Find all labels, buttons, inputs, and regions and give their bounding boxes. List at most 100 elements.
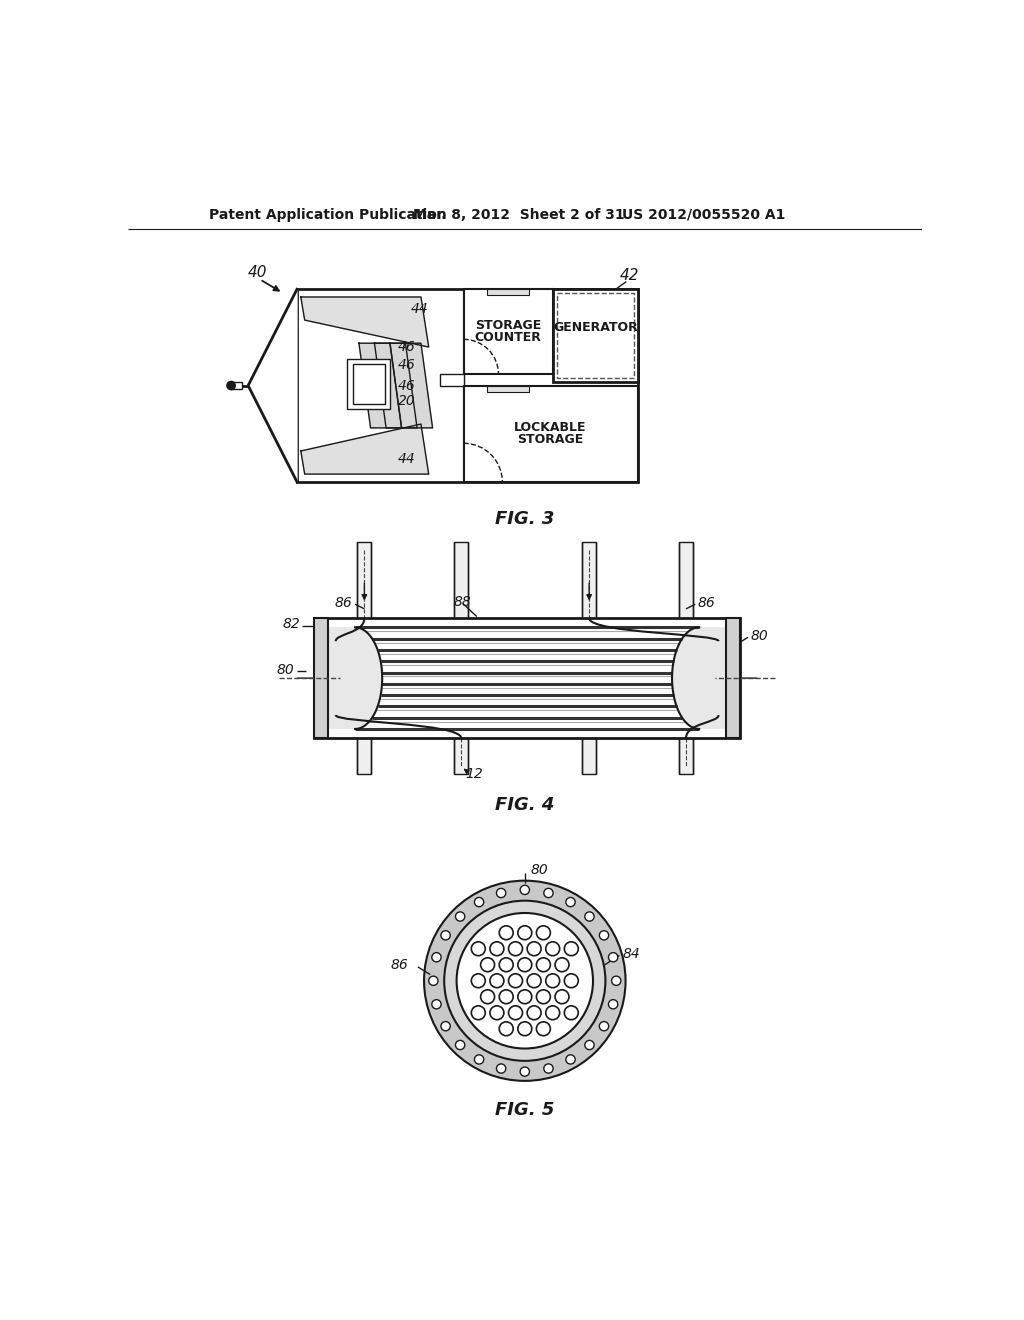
Text: 46: 46 <box>397 379 416 392</box>
Circle shape <box>474 1055 483 1064</box>
Bar <box>352 364 385 404</box>
Bar <box>464 385 638 482</box>
Circle shape <box>544 888 553 898</box>
Circle shape <box>424 880 626 1081</box>
Bar <box>297 289 638 482</box>
Circle shape <box>585 1040 594 1049</box>
Circle shape <box>537 1022 550 1036</box>
Text: 46: 46 <box>397 341 416 354</box>
Circle shape <box>509 1006 522 1019</box>
Circle shape <box>509 942 522 956</box>
Polygon shape <box>359 343 401 428</box>
Circle shape <box>500 990 513 1003</box>
Circle shape <box>489 974 504 987</box>
Bar <box>440 374 464 385</box>
Circle shape <box>497 1064 506 1073</box>
Circle shape <box>611 977 621 985</box>
Circle shape <box>474 898 483 907</box>
Circle shape <box>537 958 550 972</box>
Circle shape <box>520 1067 529 1076</box>
Bar <box>347 359 390 409</box>
Circle shape <box>500 1022 513 1036</box>
Polygon shape <box>355 627 699 729</box>
Circle shape <box>599 931 608 940</box>
Bar <box>583 543 596 775</box>
Bar <box>486 385 529 392</box>
Text: COUNTER: COUNTER <box>474 331 542 345</box>
Circle shape <box>599 1022 608 1031</box>
Text: Patent Application Publication: Patent Application Publication <box>209 207 447 222</box>
Text: 86: 86 <box>697 595 716 610</box>
Circle shape <box>471 942 485 956</box>
Circle shape <box>518 1022 531 1036</box>
Circle shape <box>497 888 506 898</box>
Circle shape <box>520 886 529 895</box>
Circle shape <box>527 974 541 987</box>
Text: 84: 84 <box>623 946 640 961</box>
Polygon shape <box>248 289 297 482</box>
Circle shape <box>456 1040 465 1049</box>
Text: 80: 80 <box>531 863 549 876</box>
Circle shape <box>444 900 605 1061</box>
Circle shape <box>585 912 594 921</box>
Text: 80: 80 <box>276 664 295 677</box>
Bar <box>679 543 693 775</box>
Bar <box>328 627 726 729</box>
Circle shape <box>441 931 451 940</box>
Text: 82: 82 <box>283 618 300 631</box>
Circle shape <box>432 953 441 962</box>
Text: 88: 88 <box>454 595 471 609</box>
Text: 80: 80 <box>751 628 768 643</box>
Circle shape <box>546 1006 560 1019</box>
Circle shape <box>480 958 495 972</box>
Circle shape <box>489 942 504 956</box>
Circle shape <box>509 974 522 987</box>
Text: GENERATOR: GENERATOR <box>553 321 638 334</box>
Text: 40: 40 <box>248 265 267 280</box>
Text: Mar. 8, 2012  Sheet 2 of 31: Mar. 8, 2012 Sheet 2 of 31 <box>414 207 625 222</box>
Text: FIG. 5: FIG. 5 <box>496 1101 554 1119</box>
Circle shape <box>441 1022 451 1031</box>
Circle shape <box>564 974 579 987</box>
Bar <box>314 618 740 738</box>
Bar <box>553 289 638 381</box>
Text: FIG. 3: FIG. 3 <box>496 510 554 528</box>
Circle shape <box>457 913 593 1048</box>
Polygon shape <box>390 343 432 428</box>
Bar <box>314 618 328 738</box>
Circle shape <box>456 912 465 921</box>
Bar <box>357 543 372 775</box>
Text: 12: 12 <box>465 767 483 781</box>
Bar <box>486 289 529 296</box>
Text: LOCKABLE: LOCKABLE <box>514 421 587 434</box>
Bar <box>231 383 242 388</box>
Text: 46: 46 <box>397 358 416 372</box>
Text: 44: 44 <box>397 451 416 466</box>
Text: 86: 86 <box>335 595 352 610</box>
Bar <box>464 289 553 374</box>
Circle shape <box>518 958 531 972</box>
Circle shape <box>564 942 579 956</box>
Circle shape <box>564 1006 579 1019</box>
Circle shape <box>546 974 560 987</box>
Text: 42: 42 <box>621 268 640 282</box>
Bar <box>455 543 468 775</box>
Circle shape <box>566 1055 575 1064</box>
Circle shape <box>480 990 495 1003</box>
Circle shape <box>429 977 438 985</box>
Text: FIG. 4: FIG. 4 <box>496 796 554 814</box>
Circle shape <box>527 942 541 956</box>
Circle shape <box>518 925 531 940</box>
Text: STORAGE: STORAGE <box>475 319 541 333</box>
Circle shape <box>500 958 513 972</box>
Text: US 2012/0055520 A1: US 2012/0055520 A1 <box>623 207 785 222</box>
Circle shape <box>537 925 550 940</box>
Bar <box>726 618 740 738</box>
Circle shape <box>544 1064 553 1073</box>
Polygon shape <box>301 297 429 347</box>
Circle shape <box>518 990 531 1003</box>
Circle shape <box>566 898 575 907</box>
Circle shape <box>608 999 617 1008</box>
Circle shape <box>500 925 513 940</box>
Circle shape <box>608 953 617 962</box>
